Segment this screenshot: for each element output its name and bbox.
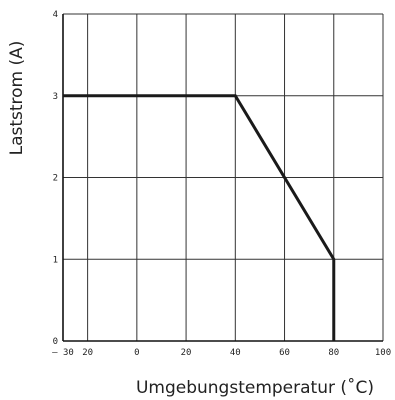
- x-tick-label: 60: [279, 348, 290, 358]
- x-tick-label: – 30: [52, 348, 74, 358]
- y-tick-label: 3: [53, 92, 58, 102]
- series-line-0: [63, 94, 336, 341]
- x-tick-label: 0: [134, 348, 139, 358]
- x-tick-label: 100: [375, 348, 391, 358]
- y-tick-label: 2: [53, 174, 58, 184]
- x-tick-label: 40: [230, 348, 241, 358]
- y-tick-label: 4: [53, 10, 58, 20]
- y-tick-label: 0: [53, 337, 58, 347]
- x-tick-label: 20: [181, 348, 192, 358]
- series-group: [62, 94, 336, 342]
- y-tick-labels: 0 1 2 3 4: [53, 10, 58, 347]
- y-axis-label: Laststrom (A): [7, 41, 27, 156]
- x-tick-label: 20: [82, 348, 93, 358]
- x-axis-label: Umgebungstemperatur (˚C): [136, 377, 374, 398]
- x-tick-labels: – 30 20 0 20 40 60 80 100: [52, 348, 391, 358]
- x-tick-label: 80: [328, 348, 339, 358]
- y-tick-label: 1: [53, 255, 58, 265]
